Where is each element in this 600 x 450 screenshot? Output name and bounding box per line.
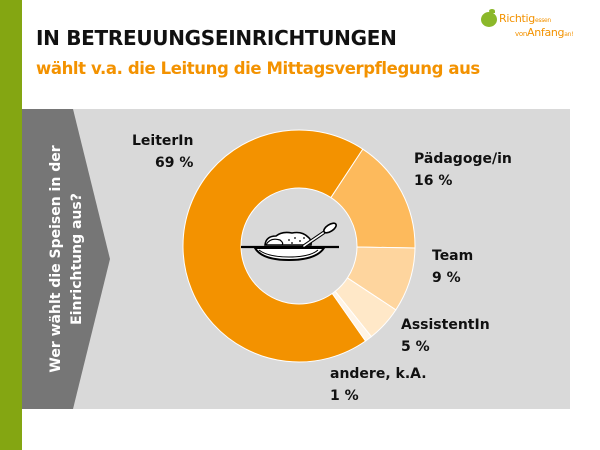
logo: Richtigessen vonAnfangan! <box>481 9 591 48</box>
label-value: 5 % <box>401 339 430 355</box>
apple-icon <box>481 9 497 27</box>
plate-with-food-icon <box>241 222 339 262</box>
page-subtitle: wählt v.a. die Leitung die Mittagsverpfl… <box>36 59 480 78</box>
label-name: Team <box>432 248 474 264</box>
label-value: 9 % <box>432 270 461 286</box>
brand-side-bar <box>0 0 22 450</box>
slice-label-team: Team 9 % <box>432 245 473 289</box>
donut-slice-leiterin <box>182 129 367 363</box>
slice-label-andere: andere, k.A. 1 % <box>330 363 427 407</box>
page-title: IN BETREUUNGSEINRICHTUNGEN <box>36 26 397 50</box>
slice-label-leiterin: LeiterIn 69 % <box>132 130 193 174</box>
logo-line-1: Richtigessen <box>499 12 551 25</box>
donut-slice-andere-k-a <box>331 290 373 342</box>
label-name: Pädagoge/in <box>414 151 512 167</box>
logo-text-anfang: Anfang <box>526 26 565 39</box>
label-name: andere, k.A. <box>330 366 427 382</box>
logo-text-von: von <box>515 30 527 38</box>
label-name: AssistentIn <box>401 317 490 333</box>
label-value: 16 % <box>414 173 453 189</box>
slice-label-paedagoge: Pädagoge/in 16 % <box>414 148 512 192</box>
label-value: 69 % <box>155 155 194 171</box>
label-value: 1 % <box>330 388 359 404</box>
donut-slices <box>182 129 416 363</box>
logo-text-essen: essen <box>534 17 551 24</box>
logo-text-an: an! <box>564 31 574 38</box>
question-arrow-shape <box>22 109 110 409</box>
arrow-polygon <box>22 109 110 409</box>
slice-label-assistentin: AssistentIn 5 % <box>401 314 490 358</box>
logo-line-2: vonAnfangan! <box>515 26 574 39</box>
logo-text-richtig: Richtig <box>499 12 535 25</box>
label-name: LeiterIn <box>132 133 194 149</box>
